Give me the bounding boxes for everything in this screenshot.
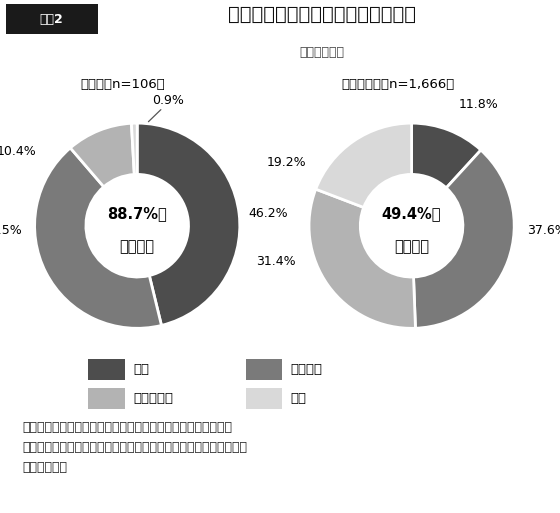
Wedge shape [413,150,514,328]
Wedge shape [412,123,481,188]
Bar [246,388,282,409]
Text: ある: ある [133,363,149,376]
Wedge shape [316,123,412,207]
Text: 88.7%が: 88.7%が [108,206,167,221]
Wedge shape [71,123,134,187]
Bar [88,359,125,380]
Text: 経営者（n=106）: 経営者（n=106） [81,78,166,91]
Wedge shape [35,148,161,328]
Text: あまりない: あまりない [133,392,173,405]
Wedge shape [137,123,240,325]
Text: ない: ない [291,392,307,405]
Text: 10.4%: 10.4% [0,145,36,159]
Text: 施策が推進されている実感については、経営者の約９割が「あ
る」「ややある」と答えたが、若手・中堅では過半数に届かず、差
が見られる。: 施策が推進されている実感については、経営者の約９割が「あ る」「ややある」と答え… [22,421,247,473]
Text: 図表2: 図表2 [40,13,63,26]
Text: 若手・中堅（n=1,666）: 若手・中堅（n=1,666） [341,78,454,91]
Bar [246,359,282,380]
Text: 42.5%: 42.5% [0,224,22,238]
Text: その施策が推進されている実感は？: その施策が推進されている実感は？ [228,5,416,24]
Text: 37.6%: 37.6% [527,224,560,238]
Text: 「ある」: 「ある」 [394,239,429,254]
Text: 31.4%: 31.4% [256,255,296,268]
Bar [88,388,125,409]
Text: 「ある」: 「ある」 [120,239,155,254]
Wedge shape [132,123,137,174]
Text: （単一回答）: （単一回答） [300,46,344,59]
Text: 19.2%: 19.2% [267,155,306,169]
Text: 0.9%: 0.9% [152,94,184,107]
Text: 11.8%: 11.8% [459,98,498,111]
Text: 46.2%: 46.2% [249,207,288,220]
Text: 49.4%が: 49.4%が [382,206,441,221]
Text: ややある: ややある [291,363,323,376]
FancyBboxPatch shape [6,5,98,34]
Wedge shape [309,189,416,328]
